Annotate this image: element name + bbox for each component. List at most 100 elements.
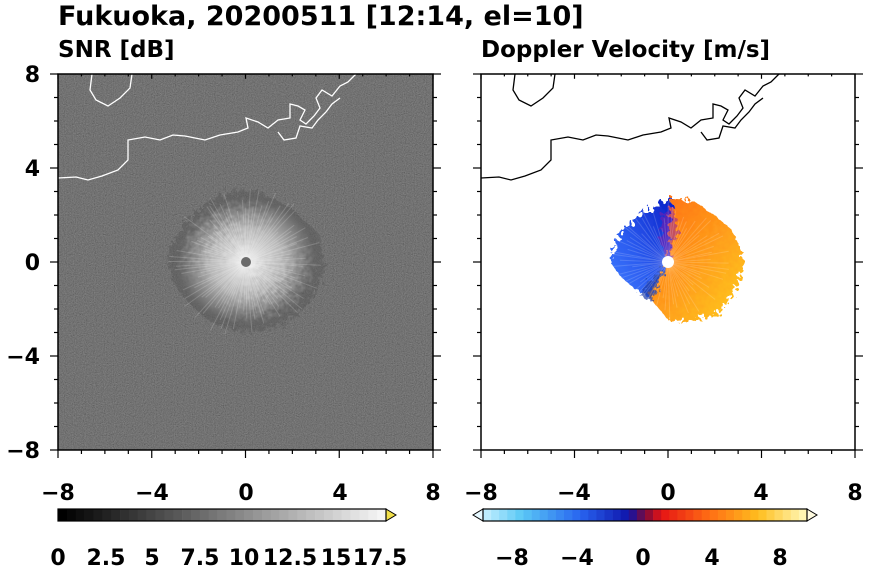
colorbar-cell xyxy=(661,509,670,521)
colorbar-cell xyxy=(350,509,360,521)
radial-streak xyxy=(209,197,247,263)
colorbar-cell xyxy=(359,509,369,521)
radial-streak xyxy=(184,261,247,300)
colorbar-cell xyxy=(734,509,743,521)
colorbar-cell xyxy=(572,509,581,521)
radial-streak xyxy=(667,261,691,305)
radial-streak xyxy=(245,201,270,263)
colorbar-cell xyxy=(199,509,209,521)
colorbar-cell xyxy=(217,509,227,521)
snr-coastline xyxy=(58,74,357,181)
colorbar-cell xyxy=(774,509,783,521)
colorbar-cell xyxy=(297,509,307,521)
radial-streak xyxy=(245,192,276,263)
snr-panel-title: SNR [dB] xyxy=(58,37,175,63)
colorbar-cell xyxy=(173,509,183,521)
radial-streak xyxy=(245,261,306,277)
radial-streak xyxy=(667,261,671,322)
radial-streak xyxy=(245,227,306,263)
radial-streak xyxy=(168,261,247,263)
figure-title: Fukuoka, 20200511 [12:14, el=10] xyxy=(58,1,584,32)
colorbar-cell xyxy=(491,509,500,521)
radial-streak xyxy=(245,243,297,263)
snr-radial-streaks xyxy=(168,189,322,335)
x-tick-label: −4 xyxy=(557,481,591,506)
radial-streak xyxy=(245,257,306,263)
x-tick-label: 4 xyxy=(332,481,347,506)
radial-streak xyxy=(220,261,247,329)
radial-streak xyxy=(244,207,247,263)
radial-streak xyxy=(169,256,247,263)
x-tick-label: 4 xyxy=(753,481,768,506)
radial-streak xyxy=(245,253,292,263)
radial-streak xyxy=(242,199,247,263)
radial-streak xyxy=(219,203,247,263)
radial-streak xyxy=(201,261,247,298)
radial-streak xyxy=(667,216,685,263)
x-tick-label: −8 xyxy=(464,481,498,506)
colorbar-cell xyxy=(588,509,597,521)
snr-colorbar-tick-labels: 0 2.5 5 7.5 10 12.5 15 17.5 xyxy=(50,546,407,570)
colorbar-cell xyxy=(539,509,549,521)
colorbar-cell xyxy=(620,509,630,521)
colorbar-cell xyxy=(685,509,694,521)
radial-streak xyxy=(622,222,669,263)
snr-colorbar xyxy=(57,508,397,522)
colorbar-tick-label: 10 xyxy=(229,546,260,570)
colorbar-cell xyxy=(137,509,147,521)
colorbar-cell xyxy=(483,509,492,521)
radial-streak xyxy=(245,261,271,305)
radial-streak xyxy=(611,251,669,263)
radial-streak xyxy=(653,261,669,316)
radial-streak xyxy=(245,261,279,300)
velocity-panel xyxy=(473,73,863,458)
radial-streak xyxy=(232,261,247,329)
radial-streak xyxy=(197,261,247,278)
radial-streak xyxy=(212,232,247,263)
radial-streak xyxy=(176,250,247,263)
velocity-negative-region xyxy=(612,198,672,296)
colorbar-tick-label: 15 xyxy=(321,546,352,570)
radial-streak xyxy=(667,207,674,263)
radial-streak xyxy=(667,261,690,292)
colorbar-cell xyxy=(547,509,557,521)
radial-streak xyxy=(664,261,669,311)
radial-streak xyxy=(204,248,247,263)
radial-streak xyxy=(181,261,247,274)
radial-streak xyxy=(624,227,669,263)
radial-streak xyxy=(245,261,290,295)
radial-streak xyxy=(245,210,295,263)
colorbar-tick-label: 0 xyxy=(635,546,650,570)
colorbar-cell xyxy=(636,509,646,521)
radial-streak xyxy=(205,261,247,298)
velocity-tick-marks xyxy=(473,73,863,458)
radial-streak xyxy=(209,205,247,263)
radial-streak xyxy=(245,261,266,303)
colorbar-cell xyxy=(790,509,800,521)
colorbar-tick-label: −4 xyxy=(560,546,594,570)
radial-streak xyxy=(196,239,247,263)
radial-streak xyxy=(245,261,294,272)
radial-streak xyxy=(667,228,688,263)
radial-streak xyxy=(245,261,293,289)
colorbar-cell xyxy=(798,509,808,521)
radial-streak xyxy=(245,261,265,324)
colorbar-cell xyxy=(323,509,334,521)
velocity-radial-streaks xyxy=(610,201,729,322)
radial-streak xyxy=(667,259,711,263)
radial-streak xyxy=(223,193,247,263)
radial-streak xyxy=(614,238,669,263)
colorbar-cell xyxy=(564,509,573,521)
radial-streak xyxy=(662,261,669,298)
radial-streak xyxy=(651,206,669,263)
radial-streak xyxy=(214,261,247,308)
radial-streak xyxy=(184,216,247,263)
radial-streak xyxy=(245,261,280,307)
velocity-coastline-north xyxy=(512,74,556,107)
radial-streak xyxy=(667,261,724,280)
radial-streak xyxy=(667,245,714,263)
radial-streak xyxy=(652,226,669,263)
colorbar-tick-label: 8 xyxy=(772,546,787,570)
colorbar-tick-label: 4 xyxy=(704,546,719,570)
